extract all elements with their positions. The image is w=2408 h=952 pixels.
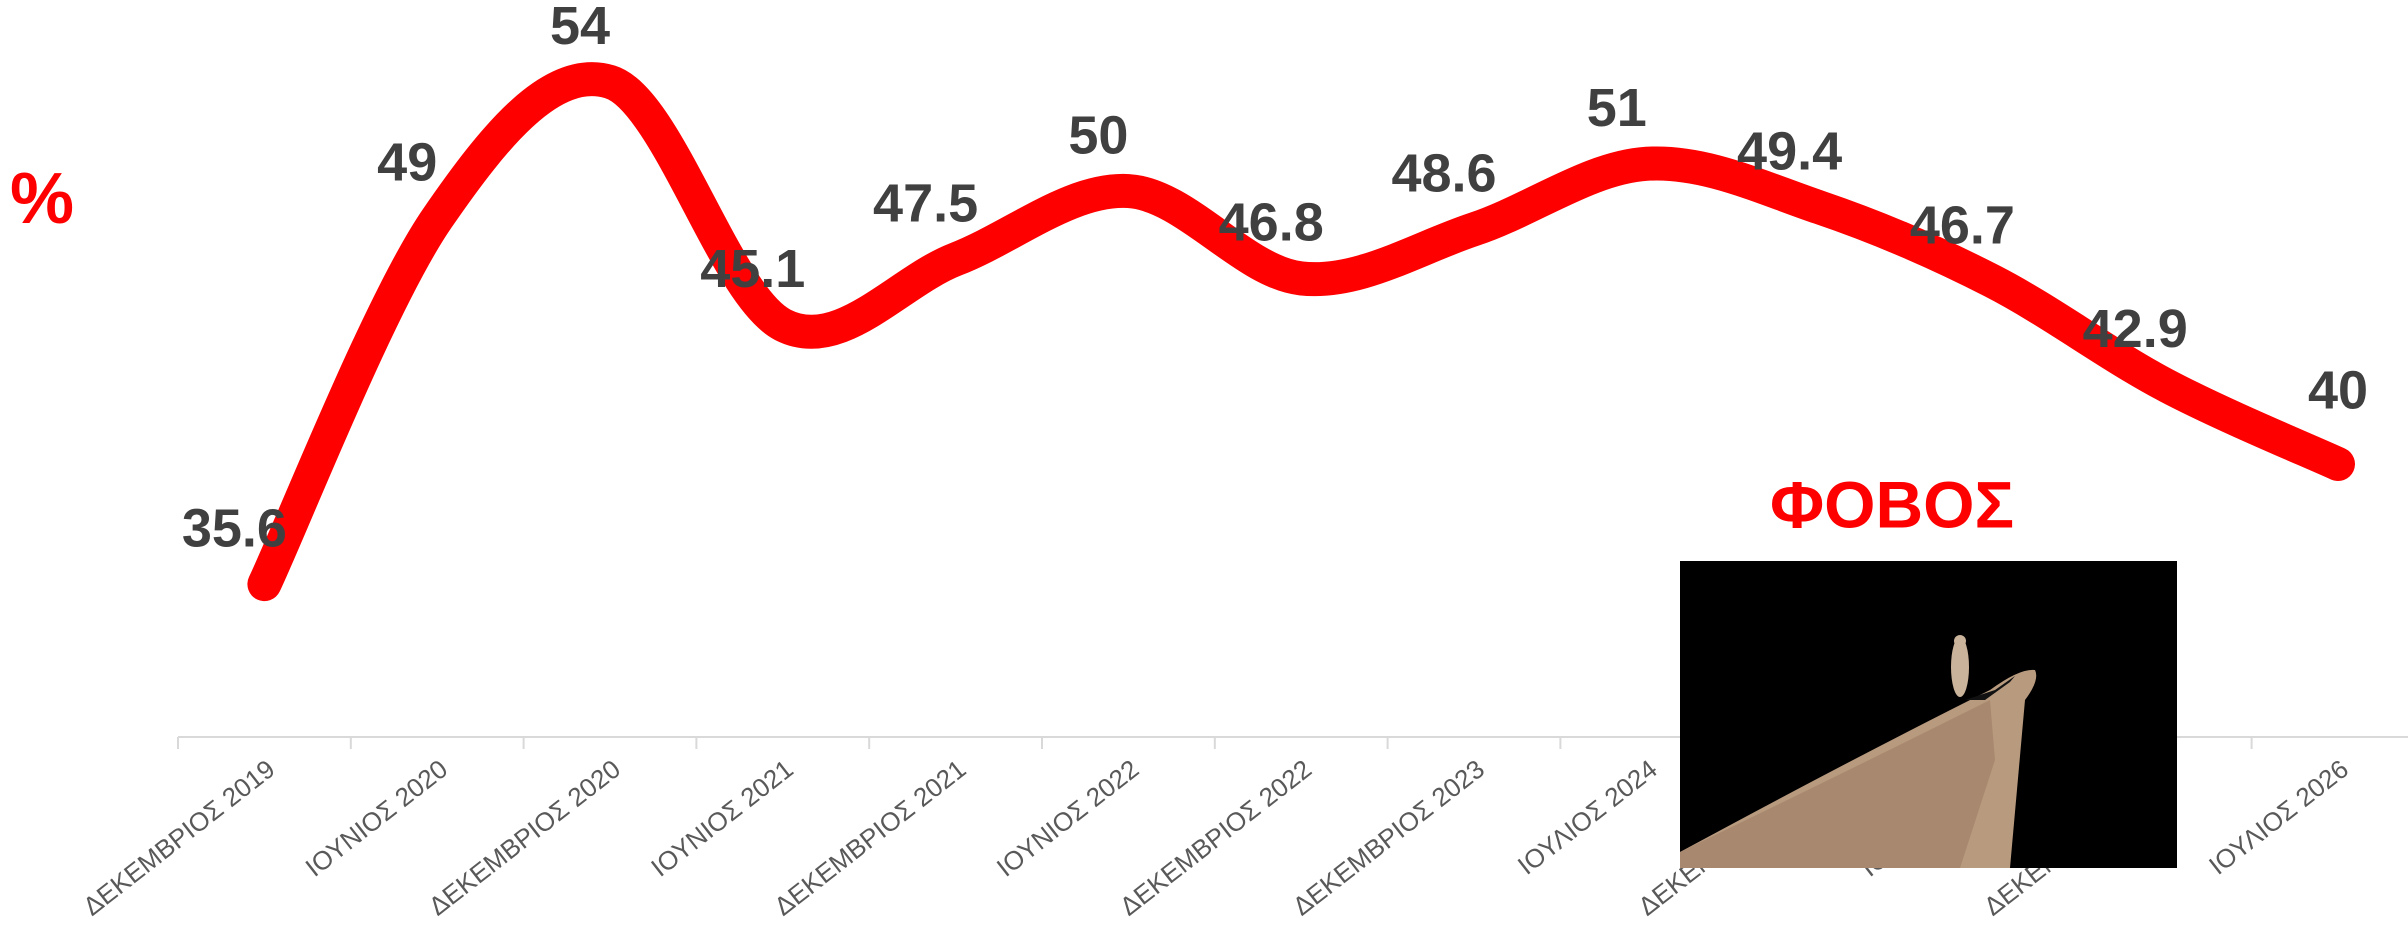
x-tick-label: ΙΟΥΛΙΟΣ 2026 — [2203, 754, 2354, 881]
chart-title: ΦΟΒΟΣ — [1770, 467, 2014, 541]
data-label: 48.6 — [1391, 144, 1496, 204]
x-tick-label: ΔΕΚΕΜΒΡΙΟΣ 2021 — [768, 754, 971, 922]
data-label: 45.1 — [700, 239, 805, 299]
x-tick-label: ΔΕΚΕΜΒΡΙΟΣ 2022 — [1114, 754, 1317, 922]
data-label: 49.4 — [1737, 122, 1842, 182]
x-tick-label: ΙΟΥΛΙΟΣ 2024 — [1512, 754, 1663, 881]
data-label: 49 — [377, 133, 437, 193]
data-label: 46.7 — [1910, 195, 2015, 255]
data-label: 51 — [1587, 78, 1647, 138]
photo — [1680, 561, 2177, 868]
x-tick-label: ΙΟΥΝΙΟΣ 2021 — [645, 754, 798, 883]
data-label: 46.8 — [1219, 193, 1324, 253]
data-label: 54 — [550, 0, 610, 56]
x-tick-label: ΔΕΚΕΜΒΡΙΟΣ 2019 — [77, 754, 280, 922]
data-label: 40 — [2308, 360, 2368, 420]
x-tick-label: ΙΟΥΝΙΟΣ 2022 — [991, 754, 1144, 883]
x-tick-label: ΙΟΥΝΙΟΣ 2020 — [300, 754, 453, 883]
line — [247, 62, 2355, 602]
x-tick-label: ΔΕΚΕΜΒΡΙΟΣ 2023 — [1287, 754, 1490, 922]
data-label: 50 — [1068, 105, 1128, 165]
data-label: 35.6 — [182, 498, 287, 558]
data-label: 47.5 — [873, 174, 978, 234]
y-axis-label: % — [10, 159, 74, 239]
data-label: 42.9 — [2083, 299, 2188, 359]
x-tick-label: ΔΕΚΕΜΒΡΙΟΣ 2020 — [423, 754, 626, 922]
